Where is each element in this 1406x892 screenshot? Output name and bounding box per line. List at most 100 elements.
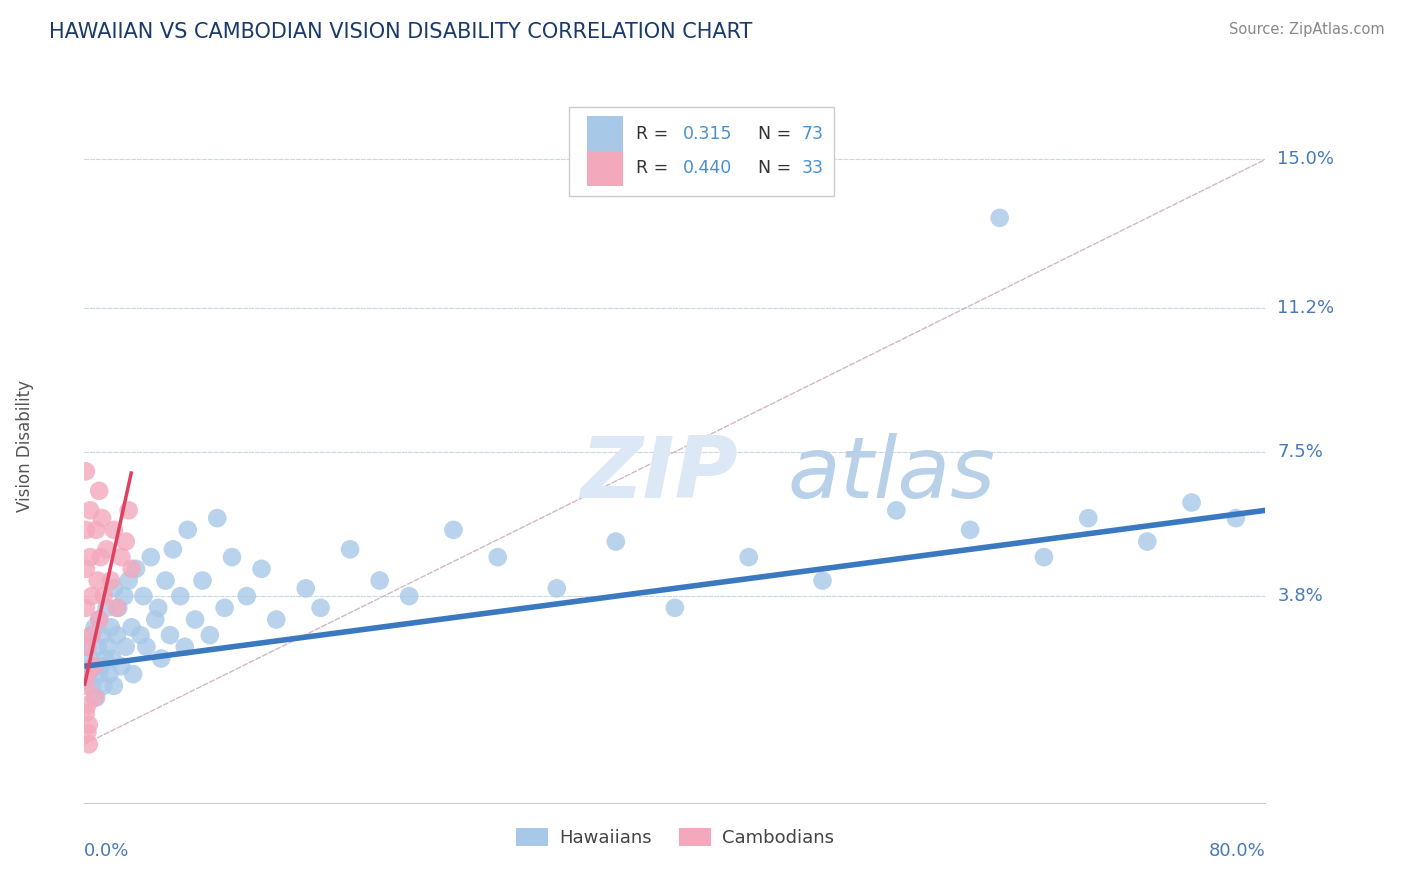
Point xyxy=(79,651,101,665)
Text: 73: 73 xyxy=(801,125,824,143)
Point xyxy=(811,574,834,588)
Point xyxy=(87,667,111,681)
Point xyxy=(100,574,122,588)
Point xyxy=(198,628,221,642)
Point xyxy=(110,550,132,565)
Point xyxy=(886,503,908,517)
Point xyxy=(121,562,143,576)
Point xyxy=(100,620,122,634)
Point xyxy=(80,628,103,642)
Point xyxy=(155,574,177,588)
Point xyxy=(76,667,98,681)
Point xyxy=(236,589,259,603)
Point xyxy=(86,640,108,654)
Point xyxy=(87,613,111,627)
Point xyxy=(122,667,145,681)
Point xyxy=(76,640,98,654)
Point xyxy=(93,679,115,693)
Point xyxy=(77,667,100,681)
Point xyxy=(90,550,112,565)
Point xyxy=(75,600,97,615)
Point xyxy=(118,574,141,588)
Text: R =: R = xyxy=(636,125,679,143)
Point xyxy=(1077,511,1099,525)
Point xyxy=(1225,511,1247,525)
Point xyxy=(110,659,132,673)
FancyBboxPatch shape xyxy=(588,116,623,152)
Point xyxy=(76,640,98,654)
Point xyxy=(96,600,118,615)
FancyBboxPatch shape xyxy=(568,107,834,196)
Point xyxy=(84,523,107,537)
Point xyxy=(98,667,121,681)
Point xyxy=(169,589,191,603)
Point xyxy=(80,679,103,693)
Point xyxy=(105,600,128,615)
Point xyxy=(96,542,118,557)
Text: Source: ZipAtlas.com: Source: ZipAtlas.com xyxy=(1229,22,1385,37)
Point xyxy=(77,718,100,732)
Point xyxy=(125,562,148,576)
Point xyxy=(86,574,108,588)
Point xyxy=(83,690,105,705)
Point xyxy=(368,574,391,588)
Point xyxy=(132,589,155,603)
Point xyxy=(1033,550,1056,565)
Point xyxy=(150,651,173,665)
Point xyxy=(101,651,124,665)
Text: 0.0%: 0.0% xyxy=(84,842,129,860)
Point xyxy=(105,628,128,642)
Point xyxy=(77,737,100,751)
Point xyxy=(75,523,97,537)
Text: atlas: atlas xyxy=(787,433,995,516)
Point xyxy=(398,589,420,603)
Point xyxy=(207,511,229,525)
Text: 15.0%: 15.0% xyxy=(1277,151,1334,169)
Point xyxy=(309,600,332,615)
Point xyxy=(664,600,686,615)
Point xyxy=(121,620,143,634)
Point xyxy=(103,679,125,693)
Point xyxy=(295,582,318,596)
Point xyxy=(103,582,125,596)
Point xyxy=(76,698,98,713)
Point xyxy=(107,600,129,615)
Text: N =: N = xyxy=(758,125,796,143)
Point xyxy=(546,582,568,596)
Point xyxy=(1181,495,1204,509)
Point xyxy=(135,640,157,654)
Point xyxy=(79,503,101,517)
Point xyxy=(75,562,97,576)
Point xyxy=(97,640,120,654)
Point xyxy=(486,550,509,565)
Point xyxy=(91,511,114,525)
Point xyxy=(75,679,97,693)
Text: HAWAIIAN VS CAMBODIAN VISION DISABILITY CORRELATION CHART: HAWAIIAN VS CAMBODIAN VISION DISABILITY … xyxy=(49,22,752,42)
Point xyxy=(114,640,136,654)
Point xyxy=(443,523,465,537)
Point xyxy=(605,534,627,549)
Point xyxy=(148,600,170,615)
Text: 0.440: 0.440 xyxy=(683,160,733,178)
Point xyxy=(339,542,361,557)
Point xyxy=(87,613,111,627)
Point xyxy=(162,542,184,557)
Point xyxy=(87,483,111,498)
Text: 80.0%: 80.0% xyxy=(1209,842,1265,860)
Point xyxy=(103,523,125,537)
Point xyxy=(93,589,115,603)
Point xyxy=(75,464,97,478)
Point xyxy=(988,211,1011,225)
Point xyxy=(139,550,162,565)
Point xyxy=(191,574,214,588)
Point xyxy=(79,550,101,565)
Point xyxy=(738,550,761,565)
Point xyxy=(266,613,288,627)
Text: 11.2%: 11.2% xyxy=(1277,299,1334,317)
Point xyxy=(94,651,117,665)
Text: 0.315: 0.315 xyxy=(683,125,733,143)
Point xyxy=(76,725,98,739)
Text: N =: N = xyxy=(758,160,796,178)
Point xyxy=(83,620,105,634)
Text: R =: R = xyxy=(636,160,673,178)
